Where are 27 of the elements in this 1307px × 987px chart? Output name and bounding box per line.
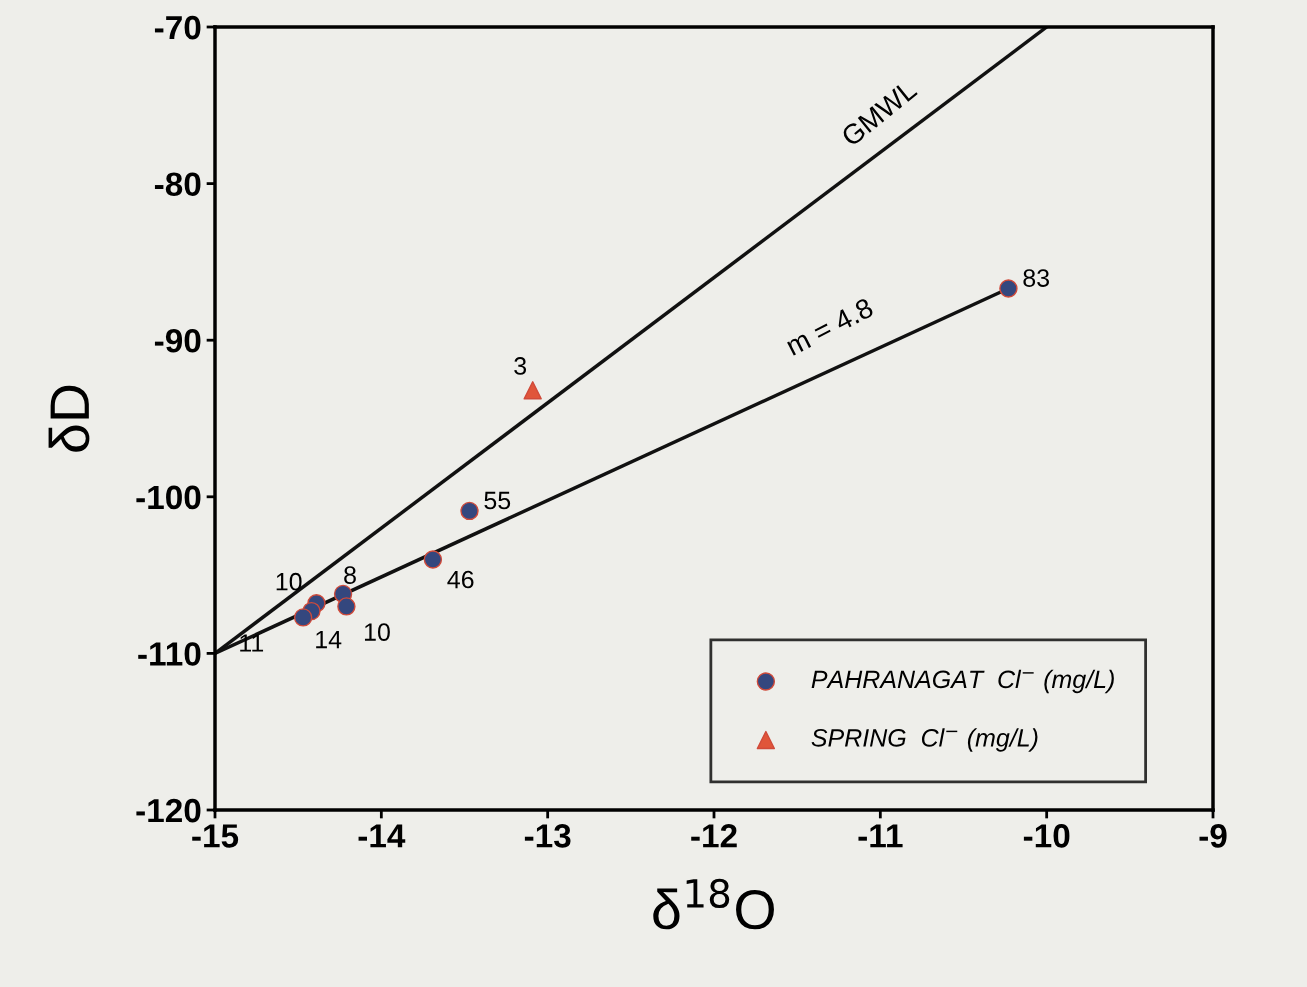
- x-tick-label: -10: [1023, 824, 1070, 848]
- x-axis-title: δ$^{18}$O: [653, 878, 774, 930]
- x-tick-label: -13: [524, 824, 571, 848]
- annotation: 11: [240, 634, 264, 652]
- annotation: 10: [364, 623, 390, 641]
- y-tick-label: -100: [136, 485, 201, 510]
- x-tick-label: -12: [691, 824, 737, 848]
- y-tick-label: -90: [154, 329, 201, 353]
- annotation: 55: [484, 491, 511, 510]
- legend-label: PAHRANAGAT Cl$^{−}$ (mg/L): [811, 669, 1114, 694]
- annotation: 10: [276, 572, 302, 591]
- y-tick-label: -80: [154, 172, 201, 197]
- y-tick-label: -120: [136, 798, 201, 823]
- y-tick-label: -70: [154, 15, 201, 40]
- annotation: 83: [1023, 269, 1050, 287]
- y-tick-label: -110: [138, 642, 201, 666]
- x-tick-label: -9: [1199, 824, 1227, 848]
- annotation: 8: [344, 566, 356, 584]
- y-axis-title: δD: [48, 385, 90, 452]
- annotation: m = 4.8: [784, 297, 875, 356]
- legend-label: SPRING Cl$^{−}$ (mg/L): [811, 728, 1038, 752]
- x-tick-label: -14: [358, 824, 406, 848]
- annotation: 46: [447, 570, 474, 589]
- annotation: 14: [316, 630, 342, 649]
- x-tick-label: -15: [192, 824, 239, 848]
- x-tick-label: -11: [858, 824, 903, 848]
- annotation: 3: [514, 357, 527, 375]
